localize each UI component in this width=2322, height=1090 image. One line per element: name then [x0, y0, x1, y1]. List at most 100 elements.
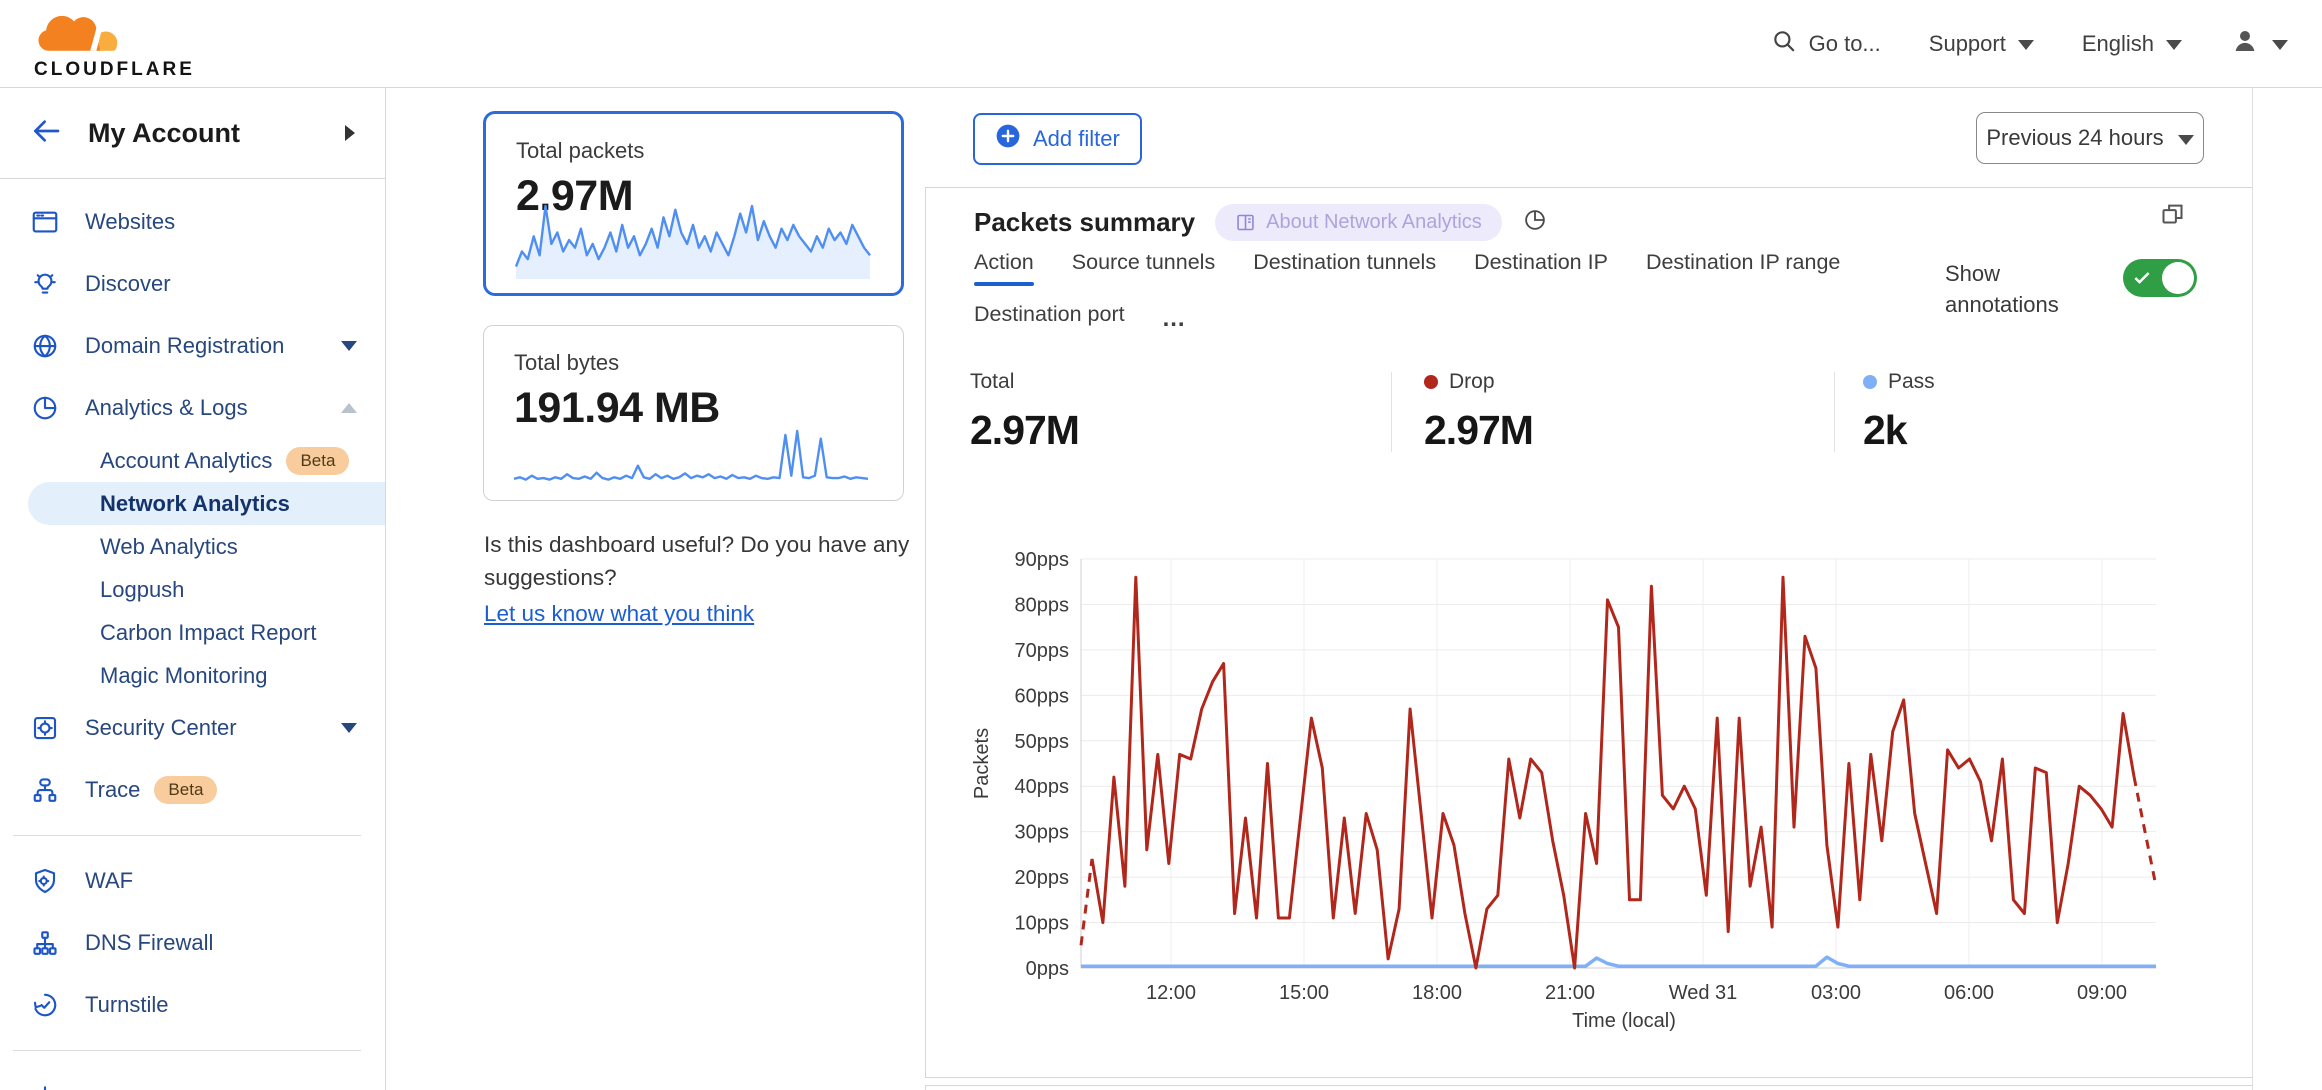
- svg-text:40pps: 40pps: [1015, 776, 1070, 798]
- stat-label: Pass: [1888, 370, 1935, 393]
- tab-destination-ip[interactable]: Destination IP: [1474, 250, 1608, 274]
- svg-text:80pps: 80pps: [1015, 594, 1070, 616]
- account-switcher[interactable]: My Account: [0, 88, 385, 179]
- drop-legend-dot-icon: [1424, 375, 1438, 389]
- back-arrow-icon[interactable]: [30, 115, 62, 152]
- svg-text:09:00: 09:00: [2077, 982, 2127, 1004]
- drop-line-dashed-end: [2132, 776, 2158, 887]
- check-icon: [2134, 272, 2150, 284]
- sidebar-item-label: Security Center: [85, 715, 237, 740]
- chevron-down-icon: [341, 723, 357, 733]
- svg-text:90pps: 90pps: [1015, 549, 1070, 571]
- add-filter-button[interactable]: Add filter: [973, 113, 1142, 165]
- total-packets-card[interactable]: Total packets 2.97M: [483, 111, 904, 296]
- packets-summary-panel: Packets summary About Network Analytics …: [925, 187, 2253, 1078]
- browser-icon: [30, 207, 60, 237]
- support-menu[interactable]: Support: [1929, 31, 2034, 57]
- go-to-label: Go to...: [1808, 30, 1881, 56]
- sidebar-item-discover[interactable]: Discover: [0, 253, 385, 315]
- turnstile-icon: [30, 990, 60, 1020]
- sidebar-subitem-logpush[interactable]: Logpush: [0, 568, 385, 611]
- about-network-analytics-pill[interactable]: About Network Analytics: [1215, 204, 1502, 241]
- user-menu[interactable]: [2230, 26, 2288, 62]
- svg-text:06:00: 06:00: [1944, 982, 1994, 1004]
- svg-text:0pps: 0pps: [1026, 958, 1069, 980]
- sidebar-item-waf[interactable]: WAF: [0, 850, 385, 912]
- sidebar-subitem-label: Account Analytics: [100, 447, 273, 473]
- svg-text:21:00: 21:00: [1545, 982, 1595, 1004]
- tab-destination-ip-range[interactable]: Destination IP range: [1645, 250, 1841, 274]
- language-menu[interactable]: English: [2082, 31, 2182, 57]
- cloudflare-logo[interactable]: CLOUDFLARE: [34, 7, 195, 81]
- cloudflare-cloud-icon: [34, 7, 138, 58]
- feedback-link[interactable]: Let us know what you think: [484, 601, 755, 626]
- show-annotations-toggle[interactable]: [2123, 259, 2197, 297]
- user-avatar-icon: [2230, 26, 2260, 62]
- globe-icon: [30, 331, 60, 361]
- tab-action[interactable]: Action: [974, 250, 1034, 286]
- svg-text:Packets: Packets: [971, 728, 993, 799]
- chevron-down-icon: [2017, 40, 2034, 50]
- card-value: 2.97M: [516, 172, 634, 220]
- sidebar-item-partial[interactable]: [0, 1065, 385, 1090]
- tabs-more-button[interactable]: ...: [1162, 305, 1186, 332]
- sidebar-item-label: DNS Firewall: [85, 930, 214, 955]
- sidebar-subitem-carbon-impact-report[interactable]: Carbon Impact Report: [0, 611, 385, 654]
- feedback-block: Is this dashboard useful? Do you have an…: [484, 528, 936, 630]
- sidebar-subitem-magic-monitoring[interactable]: Magic Monitoring: [0, 654, 385, 697]
- sidebar-item-analytics-logs[interactable]: Analytics & Logs: [0, 377, 385, 439]
- add-filter-label: Add filter: [1033, 126, 1120, 151]
- sidebar-subitem-web-analytics[interactable]: Web Analytics: [0, 525, 385, 568]
- svg-text:12:00: 12:00: [1146, 982, 1196, 1004]
- about-pill-label: About Network Analytics: [1266, 211, 1482, 233]
- sidebar-item-label: Analytics & Logs: [85, 395, 248, 420]
- sidebar-nav: Websites Discover Domain Registration Analy…: [0, 179, 385, 1090]
- time-range-dropdown[interactable]: Previous 24 hours: [1976, 112, 2204, 164]
- plus-circle-icon: [995, 123, 1021, 155]
- show-annotations-label: Show annotations: [1945, 261, 2059, 317]
- stat-value: 2.97M: [1424, 407, 1534, 453]
- sidebar-item-turnstile[interactable]: Turnstile: [0, 974, 385, 1036]
- chevron-down-icon: [341, 341, 357, 351]
- stat-label: Drop: [1449, 370, 1495, 393]
- support-label: Support: [1928, 30, 2006, 56]
- bytes-sparkline: [513, 429, 869, 481]
- svg-text:30pps: 30pps: [1015, 822, 1070, 844]
- tab-source-tunnels[interactable]: Source tunnels: [1071, 250, 1216, 274]
- panel-title: Packets summary: [974, 207, 1196, 237]
- sidebar-item-dns-firewall[interactable]: DNS Firewall: [0, 912, 385, 974]
- content-right-border: [2252, 88, 2253, 1090]
- chart-grid: [1080, 558, 2156, 969]
- svg-text:20pps: 20pps: [1015, 867, 1070, 889]
- svg-text:60pps: 60pps: [1015, 685, 1070, 707]
- sidebar-subitem-label: Web Analytics: [100, 533, 238, 559]
- vault-icon: [30, 713, 60, 743]
- expand-panel-icon[interactable]: [2159, 200, 2186, 232]
- pie-chart-icon: [30, 393, 60, 423]
- stat-divider: [1834, 372, 1835, 452]
- panel-header: Packets summary About Network Analytics: [974, 204, 1548, 241]
- sidebar-subitem-network-analytics[interactable]: Network Analytics: [28, 482, 385, 525]
- sidebar-item-security-center[interactable]: Security Center: [0, 697, 385, 759]
- top-bar: CLOUDFLARE Go to... Support English: [0, 0, 2322, 88]
- svg-text:10pps: 10pps: [1015, 913, 1070, 935]
- next-panel-edge: [925, 1085, 2253, 1090]
- total-bytes-card[interactable]: Total bytes 191.94 MB: [483, 325, 904, 501]
- drop-line: [1090, 575, 2136, 970]
- sidebar-item-domain-registration[interactable]: Domain Registration: [0, 315, 385, 377]
- toggle-knob: [2162, 262, 2194, 294]
- card-value: 191.94 MB: [514, 384, 720, 432]
- tab-destination-tunnels[interactable]: Destination tunnels: [1253, 250, 1437, 274]
- chevron-right-icon: [345, 125, 355, 141]
- tab-destination-port[interactable]: Destination port: [974, 302, 1125, 326]
- stat-total: Total 2.97M: [970, 370, 1391, 454]
- sidebar-item-trace[interactable]: Trace Beta: [0, 759, 385, 821]
- chevron-down-icon: [2166, 40, 2182, 50]
- sidebar-subitem-account-analytics[interactable]: Account Analytics Beta: [0, 439, 385, 482]
- go-to-search[interactable]: Go to...: [1771, 28, 1881, 60]
- stat-divider: [1391, 372, 1392, 452]
- sidebar-subitem-label: Magic Monitoring: [100, 662, 268, 688]
- sidebar-item-websites[interactable]: Websites: [0, 191, 385, 253]
- pie-chart-icon[interactable]: [1522, 207, 1548, 238]
- sidebar-divider: [13, 835, 361, 836]
